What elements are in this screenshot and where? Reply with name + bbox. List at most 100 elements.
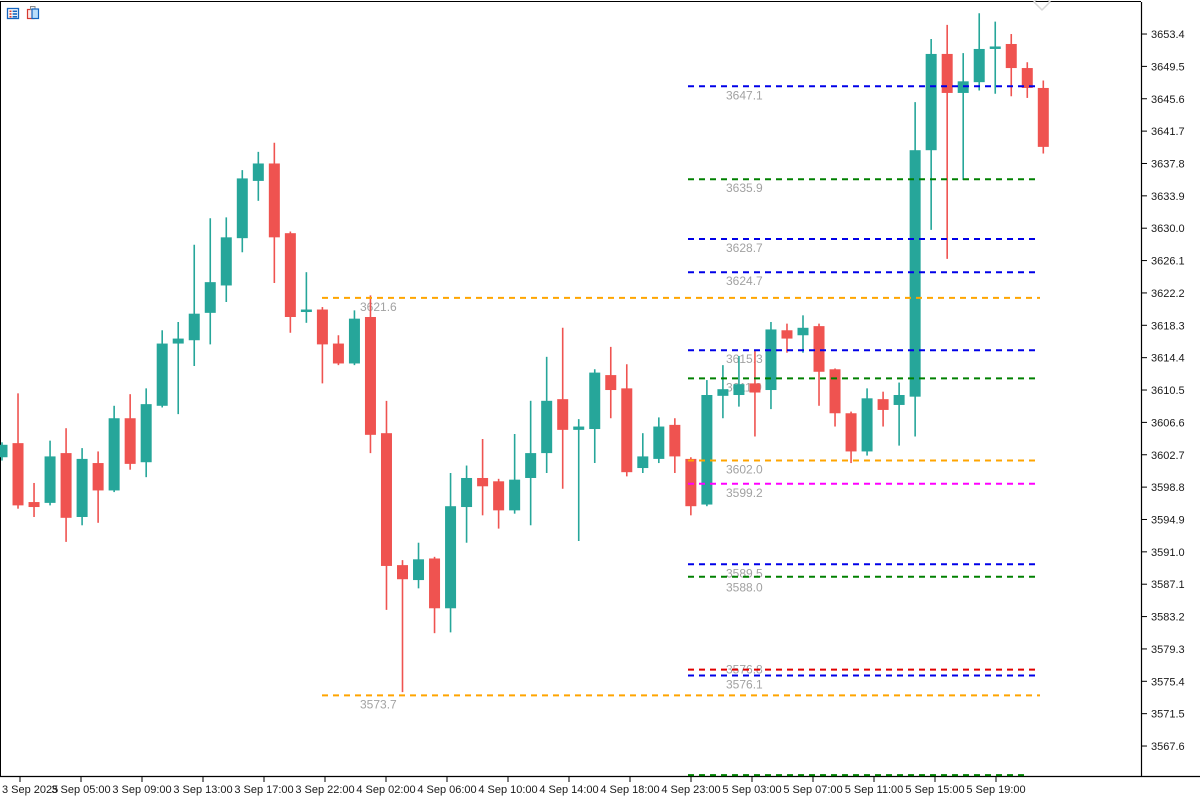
y-tick-label: 3587.1 — [1151, 579, 1185, 591]
candle-body-up — [220, 237, 232, 286]
y-tick-label: 3622.2 — [1151, 288, 1185, 300]
candle-body-up — [156, 343, 168, 406]
x-tick-label: 4 Sep 10:00 — [478, 784, 537, 796]
candle — [877, 391, 889, 427]
candle-body-up — [300, 309, 312, 313]
candle — [701, 380, 713, 507]
candle-body-up — [925, 53, 937, 151]
y-tick-label: 3614.4 — [1151, 353, 1185, 365]
x-tick-label: 3 Sep 22:00 — [295, 784, 354, 796]
x-tick-label: 3 Sep 09:00 — [112, 784, 171, 796]
candle-body-down — [813, 326, 825, 372]
y-tick-label: 3645.6 — [1151, 94, 1185, 106]
candle — [861, 388, 873, 456]
level-label-3588.0: 3588.0 — [726, 581, 763, 595]
candle-body-up — [76, 458, 88, 517]
candle — [493, 478, 505, 529]
candle-body-down — [557, 399, 569, 430]
candle — [445, 473, 457, 633]
y-tick-label: 3606.6 — [1151, 417, 1185, 429]
candle — [509, 434, 521, 514]
candle-body-down — [845, 413, 857, 452]
y-tick-label: 3598.8 — [1151, 482, 1185, 494]
x-tick-label: 3 Sep 2025 — [2, 784, 58, 796]
candle — [124, 394, 136, 470]
candle — [413, 542, 425, 589]
candle-body-down — [316, 309, 328, 345]
candle-body-up — [140, 404, 152, 463]
y-tick-label: 3630.0 — [1151, 223, 1185, 235]
candle-body-up — [973, 48, 985, 83]
candle — [156, 330, 168, 408]
candle-body-up — [525, 453, 537, 478]
y-tick-label: 3575.4 — [1151, 676, 1185, 688]
candle-body-down — [1037, 87, 1049, 147]
candle — [685, 457, 697, 516]
candle-body-up — [252, 163, 264, 181]
candle-body-down — [92, 463, 104, 491]
level-label-3573.7: 3573.7 — [360, 697, 397, 711]
x-tick-label: 5 Sep 15:00 — [905, 784, 964, 796]
y-tick-label: 3618.3 — [1151, 320, 1185, 332]
candle — [573, 419, 585, 542]
candle — [717, 365, 729, 419]
level-label-3621.6: 3621.6 — [360, 300, 397, 314]
level-label-3576.1: 3576.1 — [726, 677, 763, 691]
candle — [749, 351, 761, 437]
candle — [653, 417, 665, 464]
candle-body-up — [236, 178, 248, 239]
level-label-3589.5: 3589.5 — [726, 566, 763, 580]
level-label-3624.7: 3624.7 — [726, 274, 763, 288]
quotes-list-icon[interactable] — [6, 7, 20, 20]
candle — [845, 411, 857, 464]
level-label-3615.3: 3615.3 — [726, 352, 763, 366]
candle — [589, 369, 601, 464]
x-tick-label: 4 Sep 06:00 — [417, 784, 476, 796]
candle — [300, 272, 312, 323]
candle — [28, 482, 40, 517]
candle — [236, 170, 248, 253]
candle — [268, 142, 280, 283]
candle-body-up — [541, 400, 553, 454]
candle — [1021, 62, 1033, 98]
x-tick-label: 4 Sep 23:00 — [661, 784, 720, 796]
candle-body-up — [893, 395, 905, 405]
y-tick-label: 3594.9 — [1151, 514, 1185, 526]
y-tick-label: 3633.9 — [1151, 191, 1185, 203]
candle — [0, 442, 8, 461]
level-label-3628.7: 3628.7 — [726, 241, 763, 255]
candle — [797, 315, 809, 353]
candle — [781, 323, 793, 353]
candle — [316, 307, 328, 384]
candle-body-down — [332, 343, 344, 364]
level-lines-layer — [322, 85, 1040, 777]
candle-body-down — [12, 443, 24, 506]
candle — [284, 231, 296, 333]
candle — [12, 393, 24, 509]
candle — [188, 244, 200, 366]
candle-body-up — [188, 313, 200, 341]
candle-body-down — [60, 453, 72, 518]
candle-body-up — [108, 418, 120, 491]
candle-body-down — [477, 477, 489, 487]
candle-body-down — [28, 502, 40, 508]
candle — [813, 323, 825, 406]
candle — [541, 356, 553, 474]
price-axis-labels: 3653.4 3649.5 3645.6 3641.7 3637.8 3633.9 3630… — [1141, 29, 1185, 753]
x-tick-label: 3 Sep 17:00 — [234, 784, 293, 796]
y-tick-label: 3583.2 — [1151, 612, 1185, 624]
candle-body-up — [204, 282, 216, 313]
candle-body-up — [509, 479, 521, 511]
candle — [172, 321, 184, 415]
y-tick-label: 3571.5 — [1151, 709, 1185, 721]
candle — [397, 560, 408, 693]
candle-body-up — [733, 384, 745, 396]
candle — [765, 321, 777, 410]
candle-body-up — [573, 426, 585, 430]
candle — [557, 327, 569, 489]
copy-chart-icon[interactable] — [26, 6, 40, 20]
candle — [669, 418, 681, 474]
candle — [829, 368, 841, 427]
